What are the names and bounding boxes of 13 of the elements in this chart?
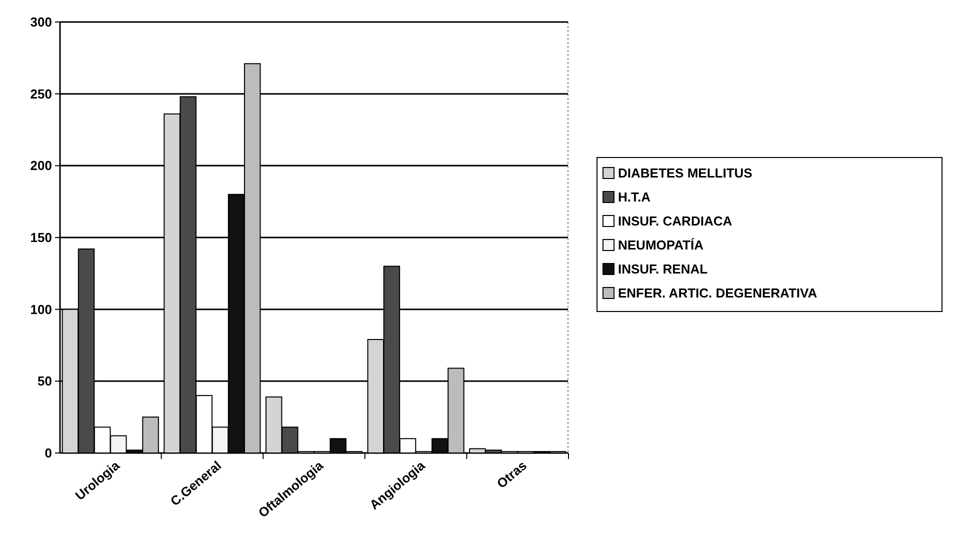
y-tick-label: 150 — [30, 230, 52, 246]
y-tick-label: 0 — [44, 446, 52, 461]
legend-label: H.T.A — [618, 190, 652, 204]
legend-label: NEUMOPATÍA — [618, 238, 704, 252]
y-tick-label: 200 — [30, 158, 52, 174]
y-tick-label: 300 — [30, 14, 52, 30]
y-tick-label: 100 — [30, 302, 52, 317]
y-tick-label: 250 — [30, 86, 52, 102]
legend-label: DIABETES MELLITUS — [618, 166, 753, 180]
legend-label: INSUF. RENAL — [618, 262, 708, 276]
y-tick-label: 50 — [38, 374, 52, 389]
legend-label: INSUF. CARDIACA — [618, 214, 733, 228]
legend-label: ENFER. ARTIC. DEGENERATIVA — [618, 286, 818, 300]
